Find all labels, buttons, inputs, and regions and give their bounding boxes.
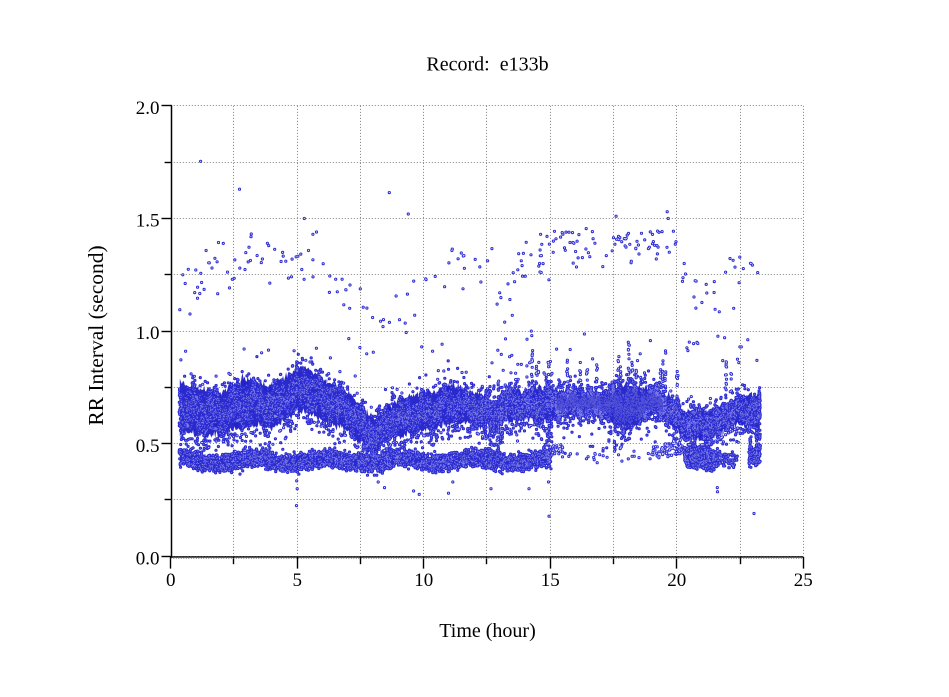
svg-text:0: 0 (166, 570, 176, 591)
svg-text:1.5: 1.5 (136, 211, 160, 232)
svg-text:2.0: 2.0 (136, 98, 160, 119)
svg-text:10: 10 (414, 570, 433, 591)
svg-text:Time (hour): Time (hour) (439, 620, 535, 642)
svg-text:25: 25 (794, 570, 813, 591)
svg-text:15: 15 (541, 570, 560, 591)
svg-text:5: 5 (292, 570, 302, 591)
svg-text:Record: e133b: Record: e133b (426, 54, 548, 76)
svg-text:0.0: 0.0 (136, 548, 160, 569)
svg-text:20: 20 (667, 570, 686, 591)
svg-text:RR Interval (second): RR Interval (second) (84, 245, 108, 425)
svg-text:0.5: 0.5 (136, 436, 160, 457)
svg-text:1.0: 1.0 (136, 323, 160, 344)
